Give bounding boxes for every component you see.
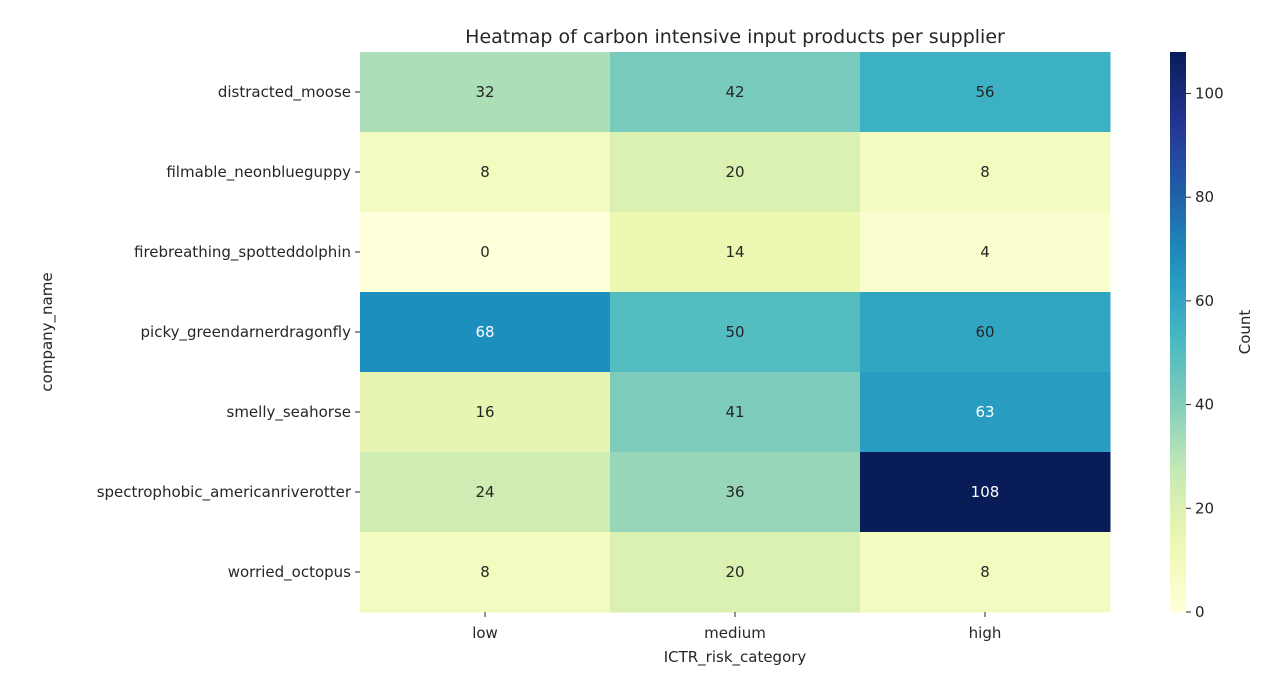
heatmap-cell — [610, 452, 861, 533]
heatmap-cell — [860, 212, 1111, 293]
heatmap-cells — [360, 52, 1111, 613]
y-tick-label: firebreathing_spotteddolphin — [134, 243, 351, 262]
colorbar — [1170, 52, 1186, 612]
cell-value-label: 0 — [480, 243, 490, 261]
x-tick-label: high — [969, 624, 1002, 642]
y-tick-label: picky_greendarnerdragonfly — [141, 323, 352, 342]
heatmap-cell — [360, 212, 611, 293]
cell-value-label: 68 — [475, 323, 494, 341]
x-tick-label: low — [472, 624, 498, 642]
y-tick-label: filmable_neonblueguppy — [166, 163, 351, 182]
heatmap-cell — [860, 292, 1111, 373]
heatmap-cell — [610, 212, 861, 293]
heatmap-cell — [360, 452, 611, 533]
heatmap-cell — [610, 132, 861, 213]
y-tick-label: smelly_seahorse — [227, 403, 352, 422]
x-axis-label: ICTR_risk_category — [664, 648, 807, 667]
cell-value-label: 16 — [475, 403, 494, 421]
cell-value-label: 8 — [480, 163, 490, 181]
cell-value-label: 36 — [725, 483, 744, 501]
cell-value-label: 50 — [725, 323, 744, 341]
heatmap-cell — [360, 372, 611, 453]
y-tick-label: spectrophobic_americanriverotter — [97, 483, 352, 502]
x-tick-label: medium — [704, 624, 766, 642]
heatmap-cell — [360, 52, 611, 133]
y-axis-ticks: distracted_moose filmable_neonblueguppyfi… — [97, 83, 360, 582]
cell-value-label: 8 — [980, 563, 990, 581]
cell-value-label: 24 — [475, 483, 494, 501]
cell-value-label: 14 — [725, 243, 744, 261]
colorbar-tick-label: 80 — [1195, 188, 1214, 206]
y-tick-label: worried_octopus — [228, 563, 351, 582]
colorbar-tick-label: 100 — [1195, 84, 1224, 102]
colorbar-tick-label: 0 — [1195, 603, 1205, 621]
heatmap-cell — [360, 132, 611, 213]
cell-value-label: 20 — [725, 563, 744, 581]
colorbar-label: Count — [1236, 310, 1254, 355]
heatmap-cell — [610, 372, 861, 453]
heatmap-cell — [360, 532, 611, 613]
cell-value-label: 108 — [971, 483, 1000, 501]
cell-value-label: 32 — [475, 83, 494, 101]
cell-value-label: 63 — [975, 403, 994, 421]
colorbar-tick-label: 20 — [1195, 499, 1214, 517]
chart-title: Heatmap of carbon intensive input produc… — [465, 26, 1005, 48]
colorbar-tick-label: 60 — [1195, 292, 1214, 310]
heatmap-cell — [860, 532, 1111, 613]
cell-value-label: 4 — [980, 243, 990, 261]
colorbar-ticks: 0 20 40 60 80 100 — [1186, 84, 1224, 621]
heatmap-cell — [860, 452, 1111, 533]
heatmap-cell — [610, 292, 861, 373]
colorbar-tick-label: 40 — [1195, 396, 1214, 414]
cell-value-label: 8 — [980, 163, 990, 181]
y-axis-label: company_name — [38, 272, 57, 391]
heatmap-cell — [860, 52, 1111, 133]
cell-value-label: 41 — [725, 403, 744, 421]
cell-value-label: 8 — [480, 563, 490, 581]
x-axis-ticks: low medium high — [472, 612, 1001, 642]
cell-value-label: 20 — [725, 163, 744, 181]
heatmap-cell — [610, 52, 861, 133]
heatmap-cell — [610, 532, 861, 613]
cell-value-labels: 32 42 56 8 20 8 0 14 4 68 50 60 16 41 63 24 36 108 8 20 8 — [475, 83, 999, 581]
y-tick-label: distracted_moose — [218, 83, 351, 102]
cell-value-label: 56 — [975, 83, 994, 101]
heatmap-cell — [360, 292, 611, 373]
heatmap-cell — [860, 132, 1111, 213]
cell-value-label: 60 — [975, 323, 994, 341]
cell-value-label: 42 — [725, 83, 744, 101]
heatmap-cell — [860, 372, 1111, 453]
